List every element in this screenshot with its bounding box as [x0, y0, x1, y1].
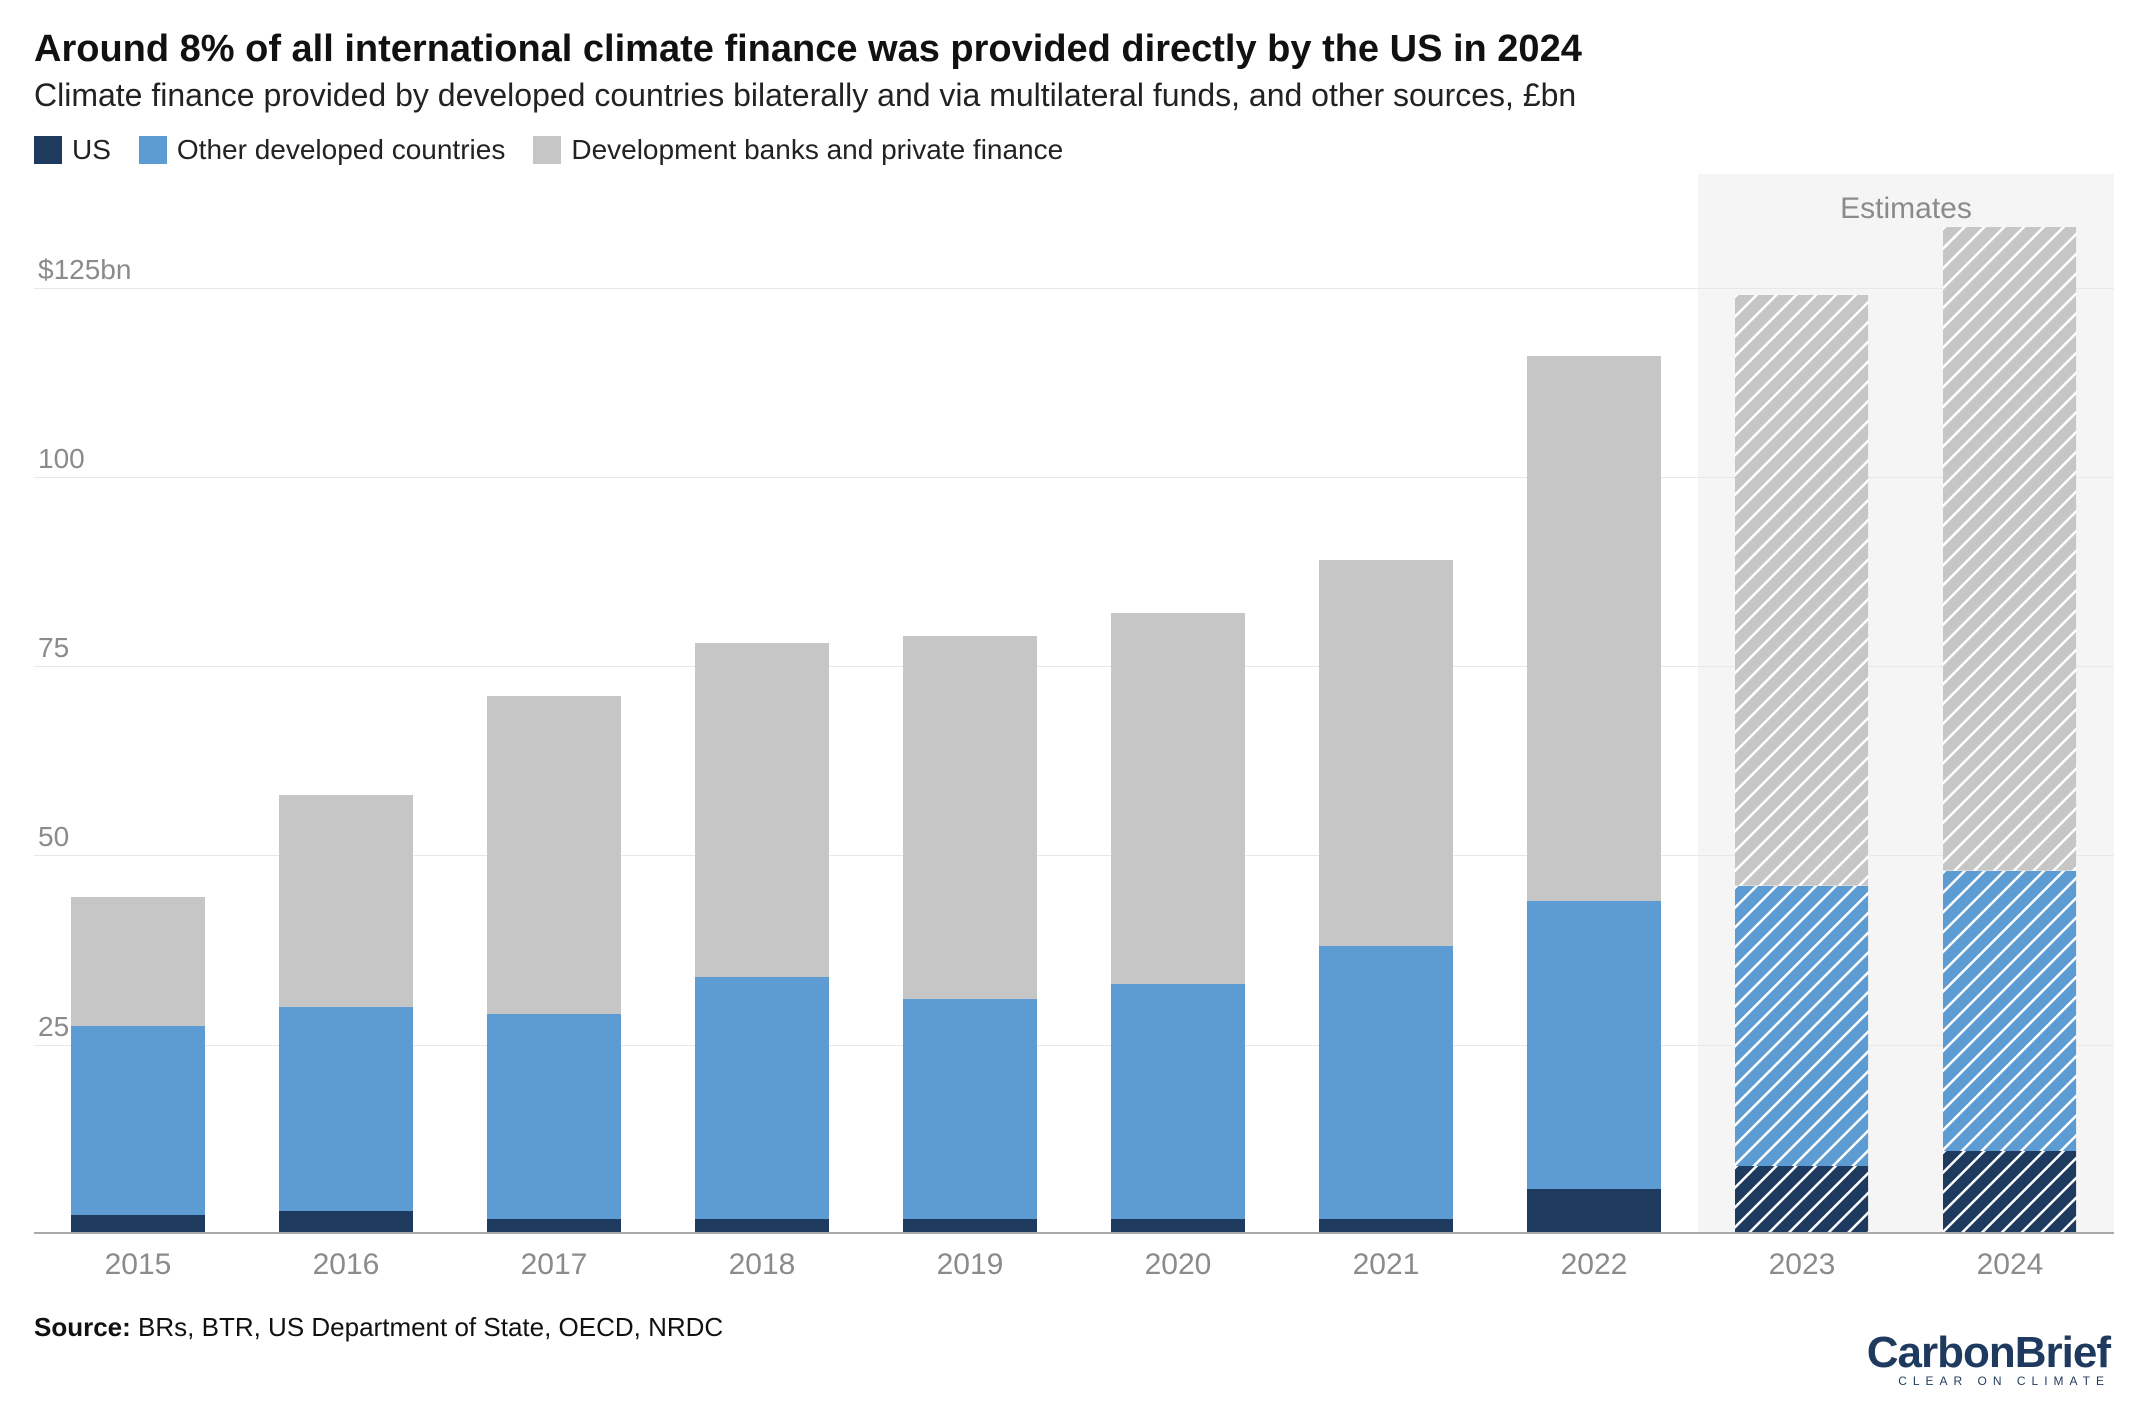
- x-tick-label: 2019: [866, 1248, 1074, 1282]
- legend-swatch-other: [139, 136, 167, 164]
- segment-us: [1735, 1166, 1868, 1234]
- bar-2022: [1527, 174, 1660, 1234]
- segment-dev: [695, 643, 828, 976]
- legend-swatch-us: [34, 136, 62, 164]
- bar-2016: [279, 174, 412, 1234]
- segment-us: [1943, 1151, 2076, 1234]
- x-tick-label: 2022: [1490, 1248, 1698, 1282]
- logo-main-text: CarbonBrief: [1867, 1328, 2110, 1378]
- source-text: BRs, BTR, US Department of State, OECD, …: [138, 1312, 723, 1342]
- legend: US Other developed countries Development b…: [34, 134, 2114, 166]
- segment-other: [487, 1014, 620, 1218]
- segment-dev: [1943, 227, 2076, 871]
- segment-dev: [71, 897, 204, 1026]
- x-tick-label: 2023: [1698, 1248, 1906, 1282]
- segment-dev: [487, 696, 620, 1014]
- legend-swatch-dev: [533, 136, 561, 164]
- x-tick-label: 2017: [450, 1248, 658, 1282]
- segment-other: [1319, 946, 1452, 1219]
- segment-dev: [1527, 356, 1660, 901]
- segment-dev: [903, 636, 1036, 999]
- segment-other: [1943, 871, 2076, 1151]
- legend-item-dev: Development banks and private finance: [533, 134, 1063, 166]
- x-tick-label: 2020: [1074, 1248, 1282, 1282]
- logo-sub-text: CLEAR ON CLIMATE: [1867, 1374, 2110, 1388]
- legend-label-dev: Development banks and private finance: [571, 134, 1063, 166]
- bar-2023: [1735, 174, 1868, 1234]
- segment-other: [1111, 984, 1244, 1219]
- x-baseline: [34, 1232, 2114, 1234]
- x-axis: 2015201620172018201920202021202220232024: [34, 1248, 2114, 1282]
- source-label: Source:: [34, 1312, 131, 1342]
- segment-dev: [1111, 613, 1244, 984]
- segment-us: [1527, 1189, 1660, 1234]
- publisher-logo: CarbonBrief CLEAR ON CLIMATE: [1867, 1328, 2110, 1388]
- legend-item-us: US: [34, 134, 111, 166]
- x-tick-label: 2018: [658, 1248, 866, 1282]
- legend-label-us: US: [72, 134, 111, 166]
- bar-2019: [903, 174, 1036, 1234]
- chart-subtitle: Climate finance provided by developed co…: [34, 77, 2114, 114]
- x-tick-label: 2024: [1906, 1248, 2114, 1282]
- segment-other: [903, 999, 1036, 1219]
- bar-2020: [1111, 174, 1244, 1234]
- bar-2017: [487, 174, 620, 1234]
- bar-2021: [1319, 174, 1452, 1234]
- segment-other: [1735, 886, 1868, 1166]
- bars-container: [34, 174, 2114, 1234]
- legend-item-other: Other developed countries: [139, 134, 505, 166]
- segment-other: [1527, 901, 1660, 1189]
- segment-dev: [1735, 295, 1868, 886]
- segment-dev: [279, 795, 412, 1007]
- chart-title: Around 8% of all international climate f…: [34, 28, 2114, 71]
- segment-us: [279, 1211, 412, 1234]
- x-tick-label: 2021: [1282, 1248, 1490, 1282]
- segment-other: [279, 1007, 412, 1211]
- x-tick-label: 2016: [242, 1248, 450, 1282]
- legend-label-other: Other developed countries: [177, 134, 505, 166]
- x-tick-label: 2015: [34, 1248, 242, 1282]
- segment-dev: [1319, 560, 1452, 946]
- bar-2024: [1943, 174, 2076, 1234]
- segment-other: [695, 977, 828, 1219]
- chart-area: Estimates 255075100$125bn: [34, 174, 2114, 1234]
- bar-2015: [71, 174, 204, 1234]
- bar-2018: [695, 174, 828, 1234]
- source-line: Source: BRs, BTR, US Department of State…: [34, 1312, 2114, 1343]
- segment-other: [71, 1026, 204, 1215]
